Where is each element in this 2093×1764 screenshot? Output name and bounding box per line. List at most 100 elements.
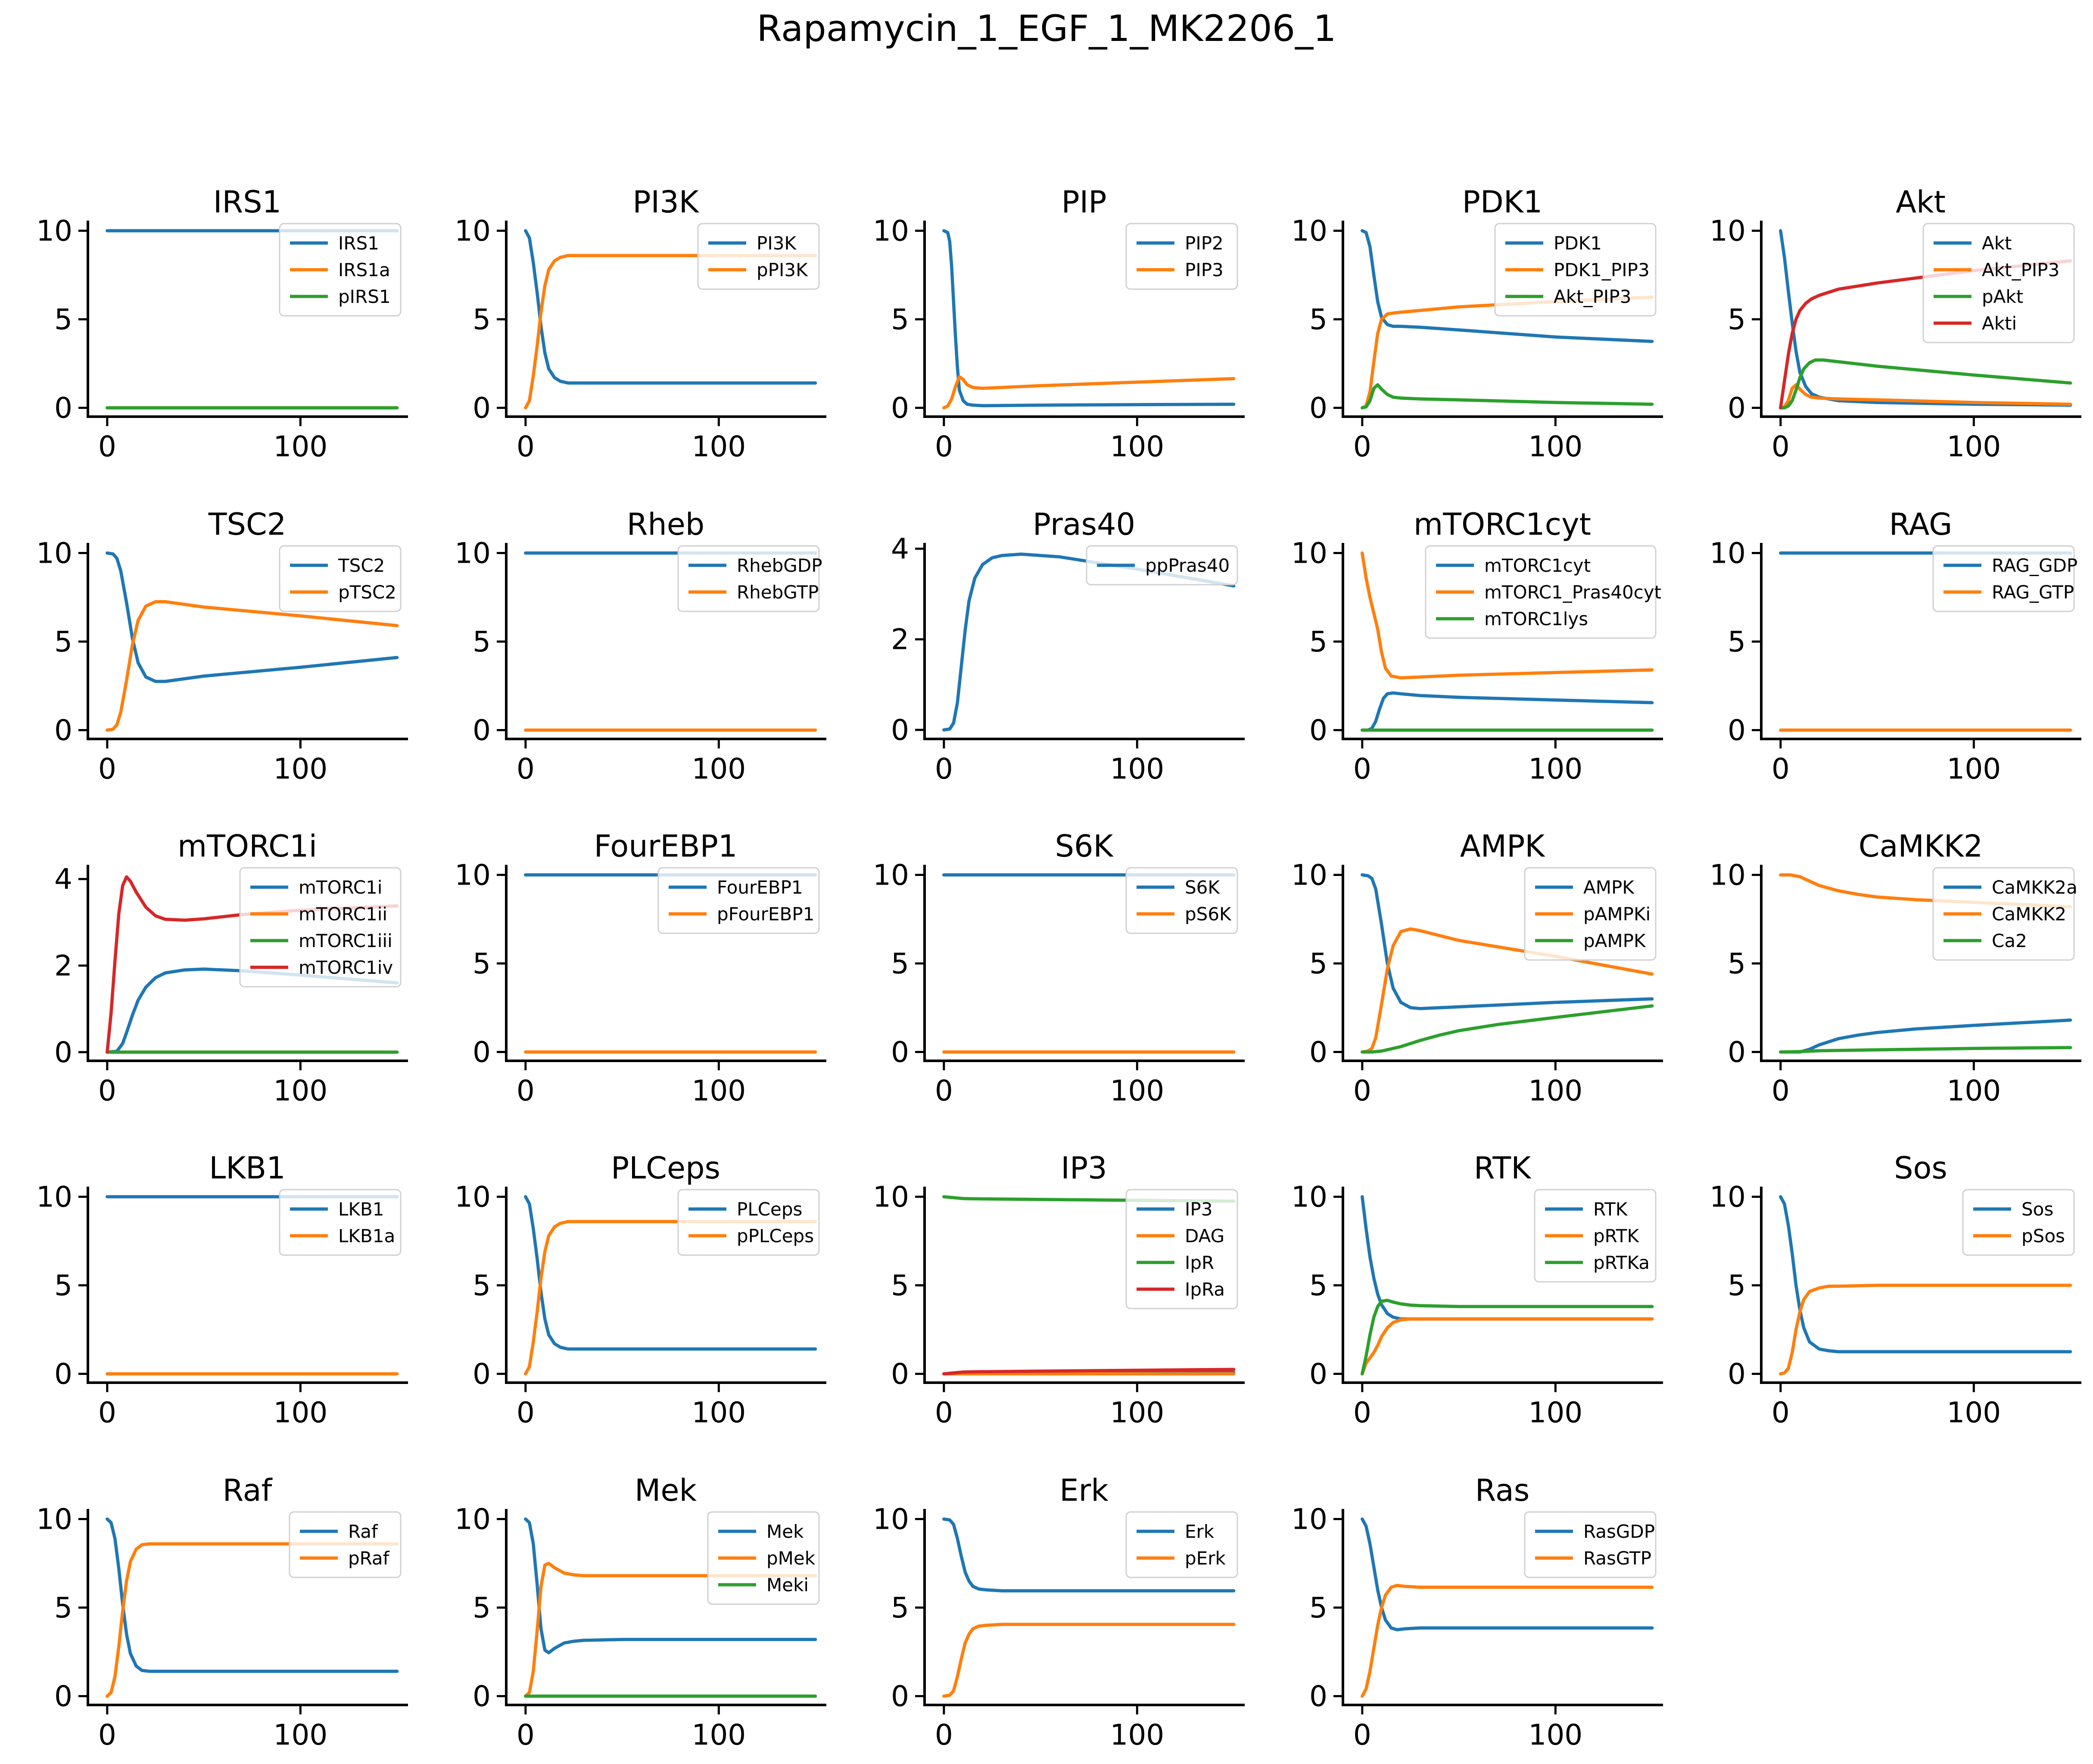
y-tick-label: 10 <box>1291 215 1327 248</box>
subplot-title: Raf <box>223 1473 273 1508</box>
y-tick-label: 2 <box>891 623 909 656</box>
legend: Akt Akt_PIP3 pAkt Akti <box>1922 223 2075 343</box>
y-tick-label: 5 <box>1309 1269 1327 1302</box>
series-line-tsc2 <box>106 551 399 683</box>
legend-label-irs1: IRS1 <box>338 233 379 254</box>
y-tick-label: 10 <box>1291 1181 1327 1214</box>
series-line-sos <box>1779 1195 2072 1353</box>
x-tick-label: 100 <box>1528 752 1582 785</box>
y-tick-label: 10 <box>1710 859 1746 892</box>
subplot-sos: Sos 0 100 0 5 10 Sos pSos <box>1710 1150 2081 1429</box>
series-line-pi3k <box>524 229 817 385</box>
x-tick-label: 0 <box>517 1396 535 1429</box>
series-line-mtorc1-pras40cyt <box>1361 551 1654 679</box>
subplot-pras40: Pras40 0 100 0 2 4 ppPras40 <box>891 507 1245 785</box>
legend-label-rag-gdp: RAG_GDP <box>1992 555 2077 576</box>
subplot-title: CaMKK2 <box>1859 829 1983 864</box>
x-tick-label: 100 <box>691 1396 746 1429</box>
series-line-erk <box>942 1517 1236 1593</box>
y-tick-label: 0 <box>1309 391 1327 424</box>
legend-label-ppi3k: pPI3K <box>757 259 808 280</box>
legend-label-dag: DAG <box>1185 1225 1224 1247</box>
y-tick-label: 0 <box>1728 1357 1746 1390</box>
x-tick-label: 100 <box>1947 1396 2001 1429</box>
subplot-title: mTORC1i <box>178 829 317 864</box>
y-tick-label: 10 <box>1291 859 1327 892</box>
legend-box <box>279 223 402 317</box>
subplot-title: PLCeps <box>611 1150 720 1186</box>
subplot-camkk2: CaMKK2 0 100 0 5 10 CaMKK2a CaMKK2 Ca2 <box>1710 829 2081 1107</box>
series-line-akt <box>1779 229 2072 407</box>
legend-label-psos: pSos <box>2021 1225 2065 1247</box>
y-tick-label: 5 <box>54 1269 72 1302</box>
series-lines <box>106 1517 399 1698</box>
legend: Erk pErk <box>1125 1511 1238 1578</box>
legend-label-lkb1: LKB1 <box>338 1199 384 1220</box>
y-tick-label: 2 <box>54 949 72 982</box>
x-tick-label: 100 <box>691 752 746 785</box>
legend-label-rasgtp: RasGTP <box>1583 1548 1651 1569</box>
legend-label-tsc2: TSC2 <box>338 555 385 576</box>
y-tick-label: 0 <box>54 1036 72 1069</box>
x-tick-label: 100 <box>691 1718 746 1752</box>
legend-box <box>1086 545 1238 586</box>
y-tick-label: 10 <box>873 1503 909 1536</box>
series-lines <box>1361 229 1654 410</box>
legend-label-pampk: pAMPK <box>1583 930 1646 951</box>
legend-box <box>1125 1511 1238 1578</box>
x-tick-label: 100 <box>1947 1074 2001 1107</box>
legend-label-s6k: S6K <box>1185 877 1220 898</box>
legend-label-pirs1: pIRS1 <box>338 286 391 307</box>
subplot-irs1: IRS1 0 100 0 5 10 IRS1 IRS1a pIRS1 <box>36 184 408 463</box>
subplot-title: Sos <box>1894 1150 1947 1186</box>
legend: ppPras40 <box>1086 545 1238 586</box>
subplot-title: mTORC1cyt <box>1414 507 1591 542</box>
legend-label-ipr: IpR <box>1185 1252 1214 1273</box>
legend-box <box>677 545 820 612</box>
series-line-pakt <box>1779 358 2072 410</box>
legend-label-pdk1-pip3: PDK1_PIP3 <box>1554 259 1650 280</box>
legend-label-camkk2: CaMKK2 <box>1992 904 2066 925</box>
y-tick-label: 0 <box>473 1035 491 1069</box>
x-tick-label: 0 <box>98 1074 116 1107</box>
series-lines <box>106 551 399 732</box>
legend-label-erk: Erk <box>1185 1521 1215 1542</box>
legend-label-pdk1: PDK1 <box>1554 233 1602 254</box>
y-tick-label: 10 <box>455 537 491 570</box>
legend-box <box>1425 545 1657 639</box>
legend-box <box>1125 1189 1238 1309</box>
y-tick-label: 10 <box>36 537 72 570</box>
legend-box <box>707 1511 820 1605</box>
legend-box <box>289 1511 402 1578</box>
series-line-mtorc1iv <box>106 875 399 1054</box>
legend-box <box>279 1189 402 1256</box>
subplot-title: TSC2 <box>208 507 287 542</box>
series-line-pmek <box>524 1561 817 1698</box>
y-tick-label: 10 <box>1291 1503 1327 1536</box>
y-tick-label: 0 <box>1728 714 1746 747</box>
series-line-ppi3k <box>524 254 817 410</box>
series-line-pdk1-pip3 <box>1361 295 1654 410</box>
y-tick-label: 0 <box>1309 714 1327 747</box>
subplot-rheb: Rheb 0 100 0 5 10 RhebGDP RhebGTP <box>455 507 826 785</box>
legend: PDK1 PDK1_PIP3 Akt_PIP3 <box>1494 223 1657 317</box>
legend-label-akt-pip3: Akt_PIP3 <box>1982 259 2059 280</box>
legend: Mek pMek Meki <box>707 1511 820 1605</box>
series-line-pppras40 <box>942 552 1236 732</box>
legend-label-rtk: RTK <box>1593 1199 1628 1220</box>
x-tick-label: 0 <box>935 1718 953 1752</box>
x-tick-label: 100 <box>273 1396 327 1429</box>
y-tick-label: 5 <box>1309 947 1327 980</box>
y-tick-label: 10 <box>455 1503 491 1536</box>
legend: PIP2 PIP3 <box>1125 223 1238 290</box>
x-tick-label: 100 <box>691 430 746 463</box>
x-tick-label: 100 <box>1528 430 1582 463</box>
x-tick-label: 100 <box>1110 752 1164 785</box>
x-tick-label: 100 <box>1947 430 2001 463</box>
y-tick-label: 5 <box>1728 947 1746 980</box>
y-tick-label: 10 <box>1291 537 1327 570</box>
legend-label-sos: Sos <box>2021 1199 2053 1220</box>
series-line-akti <box>1779 259 2072 410</box>
x-tick-label: 0 <box>517 752 535 785</box>
